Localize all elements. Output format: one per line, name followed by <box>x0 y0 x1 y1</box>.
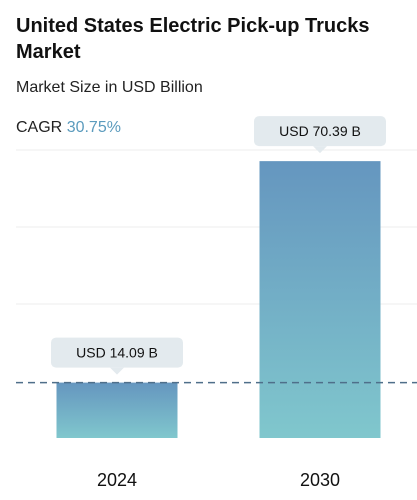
value-label-pointer <box>110 367 124 375</box>
value-label-bg <box>51 337 183 368</box>
bar <box>56 382 178 438</box>
bar <box>259 161 381 438</box>
x-tick-label: 2030 <box>300 470 340 490</box>
cagr-label: CAGR <box>16 119 62 136</box>
chart-subtitle: Market Size in USD Billion <box>16 79 203 96</box>
value-label-bg <box>254 116 386 147</box>
cagr-value: 30.75% <box>67 119 121 136</box>
x-tick-label: 2024 <box>97 470 137 490</box>
cagr: CAGR 30.75% <box>16 119 121 136</box>
value-label: USD 14.09 B <box>76 344 158 360</box>
value-label-pointer <box>313 146 327 154</box>
chart-title: United States Electric Pick-up Trucks Mar… <box>16 15 369 63</box>
value-label: USD 70.39 B <box>279 123 361 139</box>
